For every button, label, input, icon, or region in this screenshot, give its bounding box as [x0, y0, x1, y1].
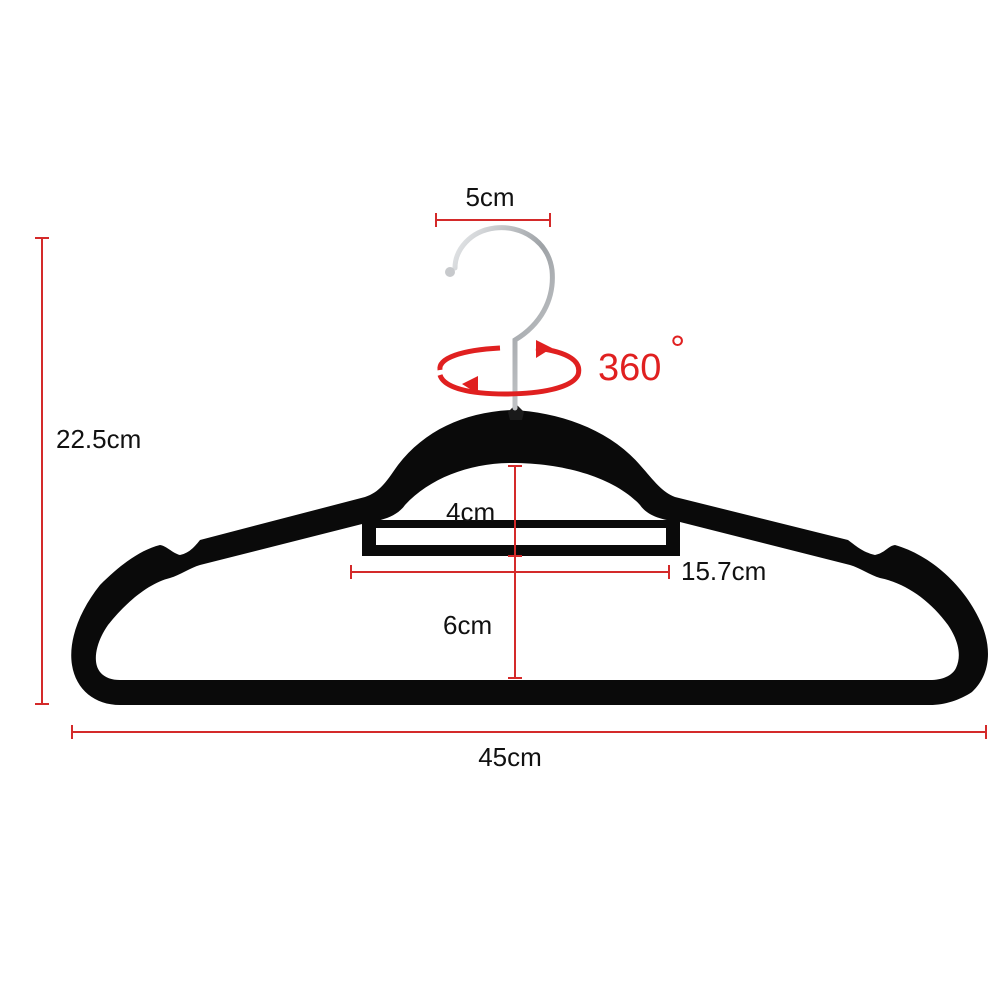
label-inner-gap: 4cm — [446, 497, 495, 527]
label-total-height: 22.5cm — [56, 424, 141, 454]
label-inner-bar-width: 15.7cm — [681, 556, 766, 586]
rotation-label: 360 — [598, 347, 661, 389]
rotation-indicator: 360 ° — [437, 329, 685, 397]
dimension-line-lower-gap — [508, 556, 522, 679]
rotation-arrow-icon-back — [437, 345, 501, 371]
dimension-line-total-width — [71, 725, 987, 739]
arrowhead-icon — [462, 376, 478, 394]
hook-tip — [445, 267, 455, 277]
hook — [452, 225, 555, 411]
dimension-line-inner-bar-width — [350, 565, 670, 579]
arrowhead-icon — [536, 340, 552, 358]
hanger-inner-bar — [362, 520, 680, 556]
hook-neck — [508, 404, 524, 420]
hanger — [71, 404, 988, 705]
dimension-line-hook-width — [435, 213, 551, 227]
label-hook-width: 5cm — [465, 182, 514, 212]
label-total-width: 45cm — [478, 742, 542, 772]
rotation-arrow-icon — [437, 345, 582, 397]
dimension-line-inner-gap — [508, 465, 522, 557]
rotation-degree-symbol: ° — [670, 329, 685, 371]
dimension-line-total-height — [35, 237, 49, 705]
label-lower-gap: 6cm — [443, 610, 492, 640]
hanger-frame — [71, 410, 988, 705]
